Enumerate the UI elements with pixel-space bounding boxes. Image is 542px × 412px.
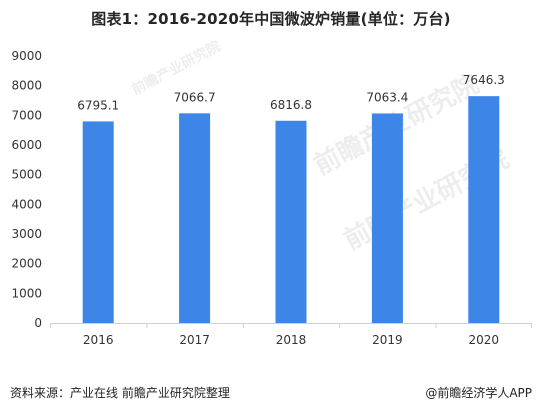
y-tick-label: 1000	[11, 286, 42, 300]
y-tick-label: 6000	[11, 138, 42, 152]
data-label: 7646.3	[463, 73, 505, 87]
x-tick-label: 2018	[276, 333, 307, 347]
y-tick-label: 4000	[11, 197, 42, 211]
x-tick-label: 2020	[469, 333, 500, 347]
x-tick-label: 2016	[83, 333, 114, 347]
y-tick-label: 3000	[11, 227, 42, 241]
y-tick-label: 0	[34, 316, 42, 330]
data-label: 6795.1	[77, 98, 119, 112]
y-tick-label: 2000	[11, 257, 42, 271]
bar	[275, 120, 307, 323]
bar	[371, 113, 403, 323]
bars	[82, 96, 500, 324]
bar	[82, 121, 114, 323]
y-axis: 0 1000 2000 3000 4000 5000 6000 7000 8000 9000	[11, 49, 42, 330]
x-tick-label: 2017	[179, 333, 210, 347]
x-tick-label: 2019	[372, 333, 403, 347]
bar	[468, 96, 500, 324]
y-tick-label: 8000	[11, 79, 42, 93]
y-tick-label: 5000	[11, 168, 42, 182]
data-label: 7066.7	[174, 90, 216, 104]
data-label: 6816.8	[270, 98, 312, 112]
source-note: 资料来源：产业在线 前瞻产业研究院整理	[10, 386, 230, 400]
y-tick-label: 7000	[11, 108, 42, 122]
value-labels: 6795.1 7066.7 6816.8 7063.4 7646.3	[77, 73, 505, 112]
x-axis: 2016 2017 2018 2019 2020	[50, 323, 532, 347]
brand-credit: @前瞻经济学人APP	[425, 386, 532, 400]
y-tick-label: 9000	[11, 49, 42, 63]
bar-chart: 前瞻产业研究院前瞻产业研究院前瞻产业研究院 010002000300040005…	[11, 38, 532, 347]
data-label: 7063.4	[366, 90, 408, 104]
chart-title: 图表1：2016-2020年中国微波炉销量(单位：万台)	[91, 10, 451, 28]
bar	[179, 113, 211, 323]
